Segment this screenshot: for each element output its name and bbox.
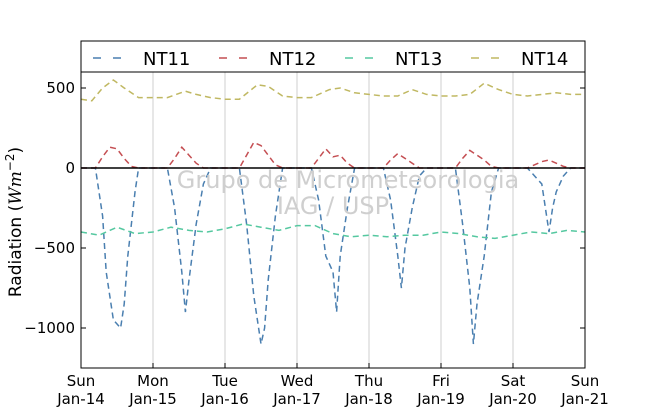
ylabel-close: ) (6, 147, 26, 154)
y-tick-label: −1000 (24, 319, 75, 337)
legend-label: NT11 (143, 49, 190, 70)
x-tick-label-date: Jan-19 (416, 390, 465, 408)
watermark: Grupo de Micrometeorologia IAG / USP (177, 166, 519, 220)
axes: 5000−500−1000SunJan-14MonJan-15TueJan-16… (24, 79, 609, 408)
x-tick-label-date: Jan-16 (200, 390, 249, 408)
x-tick-label-day: Mon (137, 372, 169, 390)
x-tick-label-date: Jan-21 (560, 390, 609, 408)
series-line-nt13 (80, 223, 586, 240)
x-tick-label-day: Sat (501, 372, 526, 390)
legend-label: NT13 (395, 49, 442, 70)
x-tick-label-date: Jan-17 (272, 390, 321, 408)
y-axis-label: Radiation (Wm−2) (3, 147, 26, 297)
ylabel-unit: Wm (6, 171, 26, 205)
legend-label: NT14 (521, 49, 568, 70)
x-tick-label-date: Jan-14 (56, 390, 105, 408)
x-tick-label-day: Tue (211, 372, 238, 390)
x-tick-label-day: Wed (281, 372, 314, 390)
ylabel-exponent: −2 (3, 153, 17, 171)
x-tick-label-date: Jan-20 (488, 390, 537, 408)
y-tick-label: 500 (46, 79, 75, 97)
legend: NT11 NT12 NT13 NT14 (80, 40, 586, 73)
x-tick-label-day: Sun (67, 372, 96, 390)
x-tick-label-date: Jan-18 (344, 390, 393, 408)
watermark-line-1: Grupo de Micrometeorologia (177, 166, 519, 194)
legend-box (80, 40, 586, 73)
x-tick-label-date: Jan-15 (128, 390, 177, 408)
series-line-nt14 (80, 79, 585, 102)
x-tick-label-day: Thu (354, 372, 383, 390)
legend-label: NT12 (269, 49, 316, 70)
grid-lines (152, 72, 514, 368)
x-tick-label-day: Fri (432, 372, 450, 390)
series-line-nt12 (81, 141, 585, 169)
y-tick-label: −500 (34, 239, 75, 257)
watermark-line-2: IAG / USP (277, 192, 389, 220)
ylabel-main: Radiation ( (6, 205, 26, 297)
plot-frame (80, 71, 586, 369)
y-tick-label: 0 (65, 159, 75, 177)
x-tick-label-day: Sun (571, 372, 600, 390)
